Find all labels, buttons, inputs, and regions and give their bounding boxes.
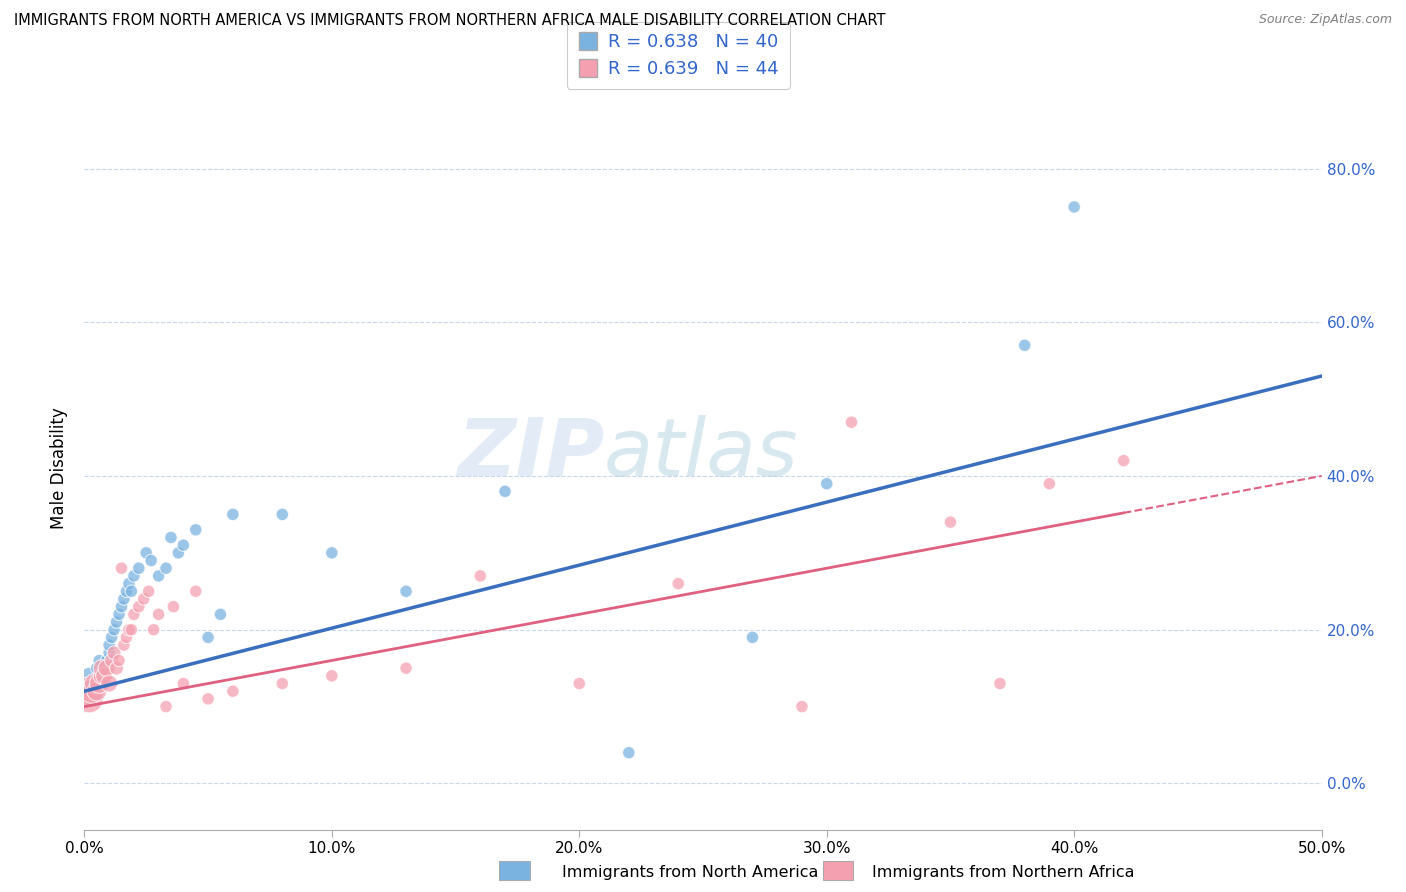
- Point: [666, 576, 689, 591]
- Point: [222, 684, 245, 698]
- Point: [988, 676, 1011, 690]
- Point: [494, 484, 516, 499]
- Point: [395, 584, 418, 599]
- Point: [118, 576, 141, 591]
- Point: [98, 646, 121, 660]
- Point: [395, 661, 418, 675]
- Point: [741, 631, 763, 645]
- Point: [160, 531, 183, 545]
- Point: [162, 599, 184, 614]
- Point: [167, 546, 190, 560]
- Point: [89, 653, 111, 667]
- Point: [197, 631, 219, 645]
- Point: [568, 676, 591, 690]
- Point: [86, 684, 108, 698]
- Point: [103, 646, 125, 660]
- Legend: R = 0.638   N = 40, R = 0.639   N = 44: R = 0.638 N = 40, R = 0.639 N = 44: [567, 22, 790, 89]
- Point: [110, 561, 132, 575]
- Point: [93, 661, 115, 675]
- Point: [222, 508, 245, 522]
- Point: [155, 561, 177, 575]
- Point: [100, 653, 122, 667]
- Point: [321, 546, 343, 560]
- Point: [138, 584, 160, 599]
- Point: [110, 599, 132, 614]
- Point: [1014, 338, 1036, 352]
- Point: [321, 669, 343, 683]
- Point: [93, 669, 115, 683]
- Point: [96, 653, 118, 667]
- Point: [86, 661, 108, 675]
- Text: Immigrants from Northern Africa: Immigrants from Northern Africa: [872, 865, 1135, 880]
- Text: atlas: atlas: [605, 415, 799, 493]
- Point: [108, 607, 131, 622]
- Point: [122, 607, 145, 622]
- Point: [197, 692, 219, 706]
- Point: [142, 623, 165, 637]
- Point: [209, 607, 232, 622]
- Text: Immigrants from North America: Immigrants from North America: [562, 865, 818, 880]
- Point: [120, 623, 142, 637]
- Point: [617, 746, 640, 760]
- Point: [118, 623, 141, 637]
- Point: [470, 569, 492, 583]
- Point: [135, 546, 157, 560]
- Point: [90, 669, 112, 683]
- Point: [790, 699, 813, 714]
- Point: [80, 684, 103, 698]
- Point: [128, 561, 150, 575]
- Point: [112, 591, 135, 606]
- Point: [271, 676, 294, 690]
- Point: [83, 676, 105, 690]
- Point: [132, 591, 155, 606]
- Point: [148, 569, 170, 583]
- Point: [172, 538, 194, 552]
- Point: [141, 553, 163, 567]
- Point: [90, 669, 112, 683]
- Point: [148, 607, 170, 622]
- Point: [122, 569, 145, 583]
- Point: [1112, 453, 1135, 467]
- Point: [98, 676, 121, 690]
- Point: [96, 661, 118, 675]
- Point: [1063, 200, 1085, 214]
- Text: Source: ZipAtlas.com: Source: ZipAtlas.com: [1258, 13, 1392, 27]
- Point: [105, 661, 128, 675]
- Point: [76, 684, 98, 698]
- Y-axis label: Male Disability: Male Disability: [51, 408, 69, 529]
- Point: [112, 638, 135, 652]
- Point: [89, 676, 111, 690]
- Point: [1038, 476, 1060, 491]
- Point: [115, 631, 138, 645]
- Text: ZIP: ZIP: [457, 415, 605, 493]
- Point: [98, 638, 121, 652]
- Point: [108, 653, 131, 667]
- Point: [100, 631, 122, 645]
- Point: [115, 584, 138, 599]
- Point: [79, 692, 101, 706]
- Point: [841, 415, 863, 429]
- Point: [120, 584, 142, 599]
- Point: [90, 661, 112, 675]
- Point: [271, 508, 294, 522]
- Point: [105, 615, 128, 629]
- Point: [172, 676, 194, 690]
- Point: [128, 599, 150, 614]
- Text: IMMIGRANTS FROM NORTH AMERICA VS IMMIGRANTS FROM NORTHERN AFRICA MALE DISABILITY: IMMIGRANTS FROM NORTH AMERICA VS IMMIGRA…: [14, 13, 886, 29]
- Point: [103, 623, 125, 637]
- Point: [939, 515, 962, 529]
- Point: [184, 584, 207, 599]
- Point: [815, 476, 838, 491]
- Point: [79, 669, 101, 683]
- Point: [83, 676, 105, 690]
- Point: [184, 523, 207, 537]
- Point: [155, 699, 177, 714]
